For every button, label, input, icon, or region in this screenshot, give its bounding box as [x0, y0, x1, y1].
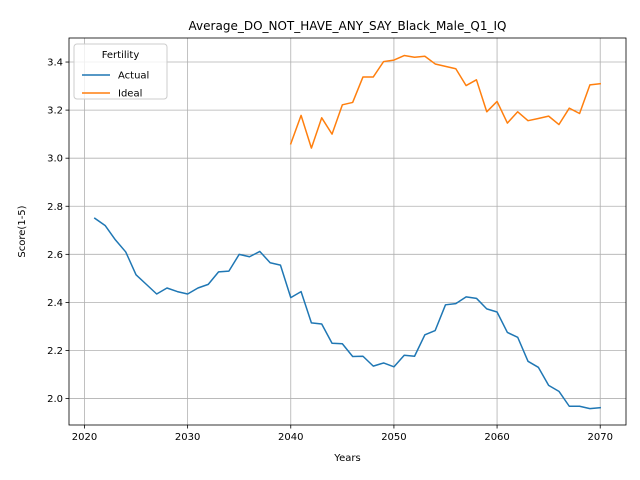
y-tick-label: 2.2: [47, 346, 63, 357]
x-tick-label: 2040: [278, 432, 303, 443]
chart-title: Average_DO_NOT_HAVE_ANY_SAY_Black_Male_Q…: [189, 19, 507, 33]
legend-title: Fertility: [102, 50, 140, 61]
axis-ticks: 2020 2030 2040 2050 2060 2070 2.0 2.2 2.4 2.6 2.8 3…: [47, 58, 613, 443]
x-tick-label: 2030: [175, 432, 200, 443]
legend-label-actual: Actual: [118, 71, 149, 82]
y-tick-label: 3.2: [47, 106, 63, 117]
legend-label-ideal: Ideal: [118, 89, 142, 100]
x-tick-label: 2070: [587, 432, 612, 443]
legend-box: [73, 43, 168, 100]
y-tick-label: 2.0: [47, 394, 63, 405]
grid: [69, 38, 626, 425]
x-tick-label: 2050: [381, 432, 406, 443]
y-axis-title: Score(1-5): [17, 205, 28, 257]
plot-frame: [68, 37, 627, 426]
series-line-actual: [93, 217, 602, 410]
y-tick-label: 3.0: [47, 154, 63, 165]
y-tick-label: 2.6: [47, 250, 63, 261]
series-lines: [93, 54, 602, 410]
y-tick-label: 3.4: [47, 58, 63, 69]
y-tick-label: 2.8: [47, 202, 63, 213]
x-tick-label: 2060: [484, 432, 509, 443]
legend: Fertility Actual Ideal: [73, 43, 168, 100]
legend-entries: Actual Ideal: [82, 71, 149, 100]
x-axis-title: Years: [333, 453, 360, 464]
y-tick-label: 2.4: [47, 298, 63, 309]
x-tick-label: 2020: [72, 432, 97, 443]
series-line-ideal: [289, 54, 602, 149]
